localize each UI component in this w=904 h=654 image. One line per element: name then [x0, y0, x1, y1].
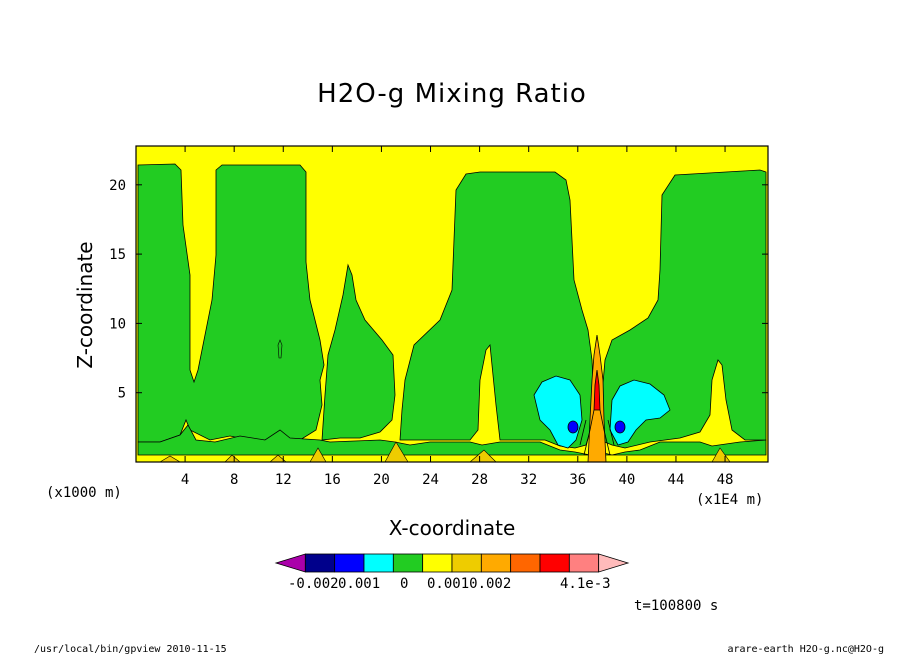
y-tick-label-2: 15 [109, 247, 126, 263]
column-contour-1 [583, 409, 611, 456]
colorbar-swatch-4 [392, 553, 424, 573]
green-region-main [137, 163, 325, 443]
plot-frame [135, 145, 769, 463]
x-unit-right-label: (x1E4 m) [696, 492, 763, 508]
y-axis-label: Z-coordinate [73, 241, 97, 368]
green-region-right [599, 169, 767, 449]
x-tick-label-7: 32 [520, 472, 537, 488]
colorbar-label-4: 0.0010.002 [427, 576, 511, 592]
y-axis-ticks: 5 10 15 20 [109, 178, 768, 402]
x-axis-ticks: 4 8 12 16 20 24 28 32 36 40 44 48 [181, 146, 734, 488]
colorbar-swatch-3 [363, 553, 394, 573]
x-unit-left-label: (x1000 m) [46, 485, 122, 501]
x-tick-label-5: 24 [422, 472, 439, 488]
colorbar-label-5: 4.1e-3 [560, 576, 611, 592]
colorbar-swatch-7 [480, 553, 512, 573]
blue-region-group [567, 420, 626, 434]
x-tick-label-10: 44 [668, 472, 685, 488]
x-tick-label-2: 12 [275, 472, 292, 488]
colorbar-swatch-6 [451, 553, 482, 573]
green-region-group [137, 163, 767, 456]
red-core [593, 369, 601, 411]
x-tick-label-0: 4 [181, 472, 189, 488]
x-tick-label-11: 48 [717, 472, 734, 488]
blue-spot-right [614, 420, 626, 434]
colorbar-swatch-9 [539, 553, 570, 573]
colorbar-swatch-10 [568, 553, 600, 573]
colorbar-swatch-5 [422, 553, 453, 573]
x-tick-label-6: 28 [471, 472, 488, 488]
x-tick-label-8: 36 [569, 472, 586, 488]
colorbar-swatch-11 [598, 553, 630, 573]
x-tick-label-3: 16 [324, 472, 341, 488]
colorbar-swatch-2 [334, 553, 365, 573]
column-contour-2 [579, 419, 615, 446]
footer-right: arare-earth_H2O-g.nc@H2O-g [727, 644, 884, 654]
x-tick-label-9: 40 [618, 472, 635, 488]
plot-area [135, 145, 769, 463]
y-tick-label-0: 5 [118, 386, 126, 402]
colorbar-label-3: 0 [400, 576, 408, 592]
small-contour [277, 339, 283, 359]
x-tick-label-4: 20 [373, 472, 390, 488]
green-region-lower [137, 424, 767, 456]
green-region-center-left [321, 263, 396, 441]
convective-column [579, 334, 615, 463]
colorbar-swatch-8 [510, 553, 541, 573]
y-tick-label-3: 20 [109, 178, 126, 194]
x-axis-label: X-coordinate [389, 516, 516, 540]
footer-left: /usr/local/bin/gpview 2010-11-15 [34, 644, 227, 654]
x-tick-label-1: 8 [230, 472, 238, 488]
blue-spot-left [567, 420, 579, 434]
colorbar [274, 553, 630, 573]
colorbar-swatch-1 [304, 553, 336, 573]
colorbar-label-2: 0.001 [338, 576, 380, 592]
time-label: t=100800 s [634, 598, 718, 614]
y-tick-label-1: 10 [109, 316, 126, 332]
colorbar-swatch-0 [274, 553, 306, 573]
chart-title: H2O-g Mixing Ratio [317, 79, 587, 109]
colorbar-label-1: -0.002 [288, 576, 339, 592]
